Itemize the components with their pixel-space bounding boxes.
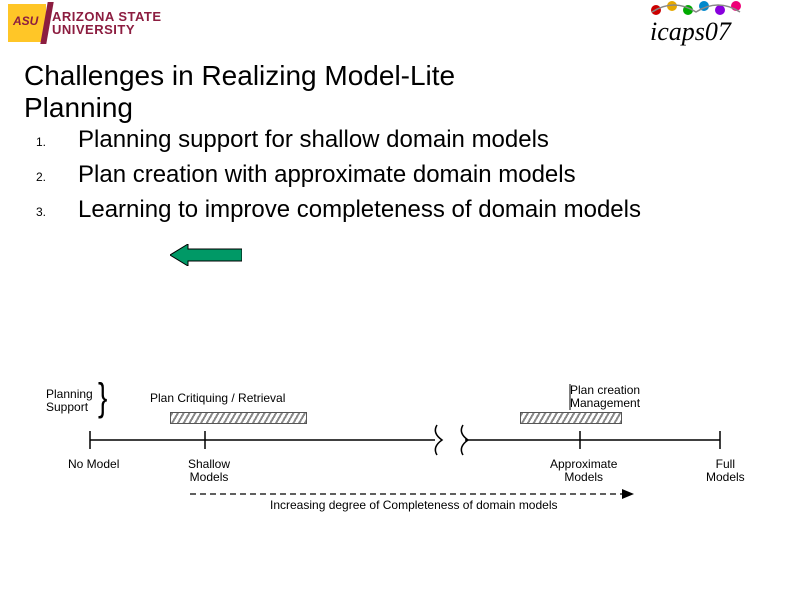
item-number: 1. [30,126,78,149]
icaps-logo: icaps07 [644,0,784,46]
list-item: 3. Learning to improve completeness of d… [30,196,770,225]
axis-break-icon [461,425,468,455]
item-number: 3. [30,196,78,219]
slide-title: Challenges in Realizing Model-Lite Plann… [24,60,455,124]
axis-break-icon [435,425,442,455]
header: ARIZONA STATE UNIVERSITY icaps07 [0,0,794,50]
asu-mark-icon [8,4,46,42]
list-item: 1. Planning support for shallow domain m… [30,126,770,155]
dashed-arrow-head-icon [622,489,634,499]
model-label-no-model: No Model [68,458,119,471]
spectrum-diagram: } Planning Support Plan Critiquing / Ret… [40,370,740,530]
brace-icon: } [98,376,107,421]
item-text: Planning support for shallow domain mode… [78,126,770,155]
model-label-shallow: Shallow Models [188,458,230,484]
upper-label-plan-creation: Plan creation Management [570,384,640,410]
upper-label-critiquing: Plan Critiquing / Retrieval [150,392,285,405]
hatch-region [170,412,307,424]
icaps-text: icaps07 [650,17,732,46]
list-item: 2. Plan creation with approximate domain… [30,161,770,190]
asu-line2: UNIVERSITY [52,23,162,36]
upper-label-planning-support: Planning Support [46,388,93,414]
hatch-region [520,412,622,424]
highlight-arrow-icon [170,244,242,266]
diagram-caption: Increasing degree of Completeness of dom… [270,498,558,512]
asu-logo: ARIZONA STATE UNIVERSITY [8,4,162,42]
item-text: Plan creation with approximate domain mo… [78,161,770,190]
title-line1: Challenges in Realizing Model-Lite [24,60,455,92]
item-text: Learning to improve completeness of doma… [78,196,770,225]
model-label-full: Full Models [706,458,745,484]
title-line2: Planning [24,92,455,124]
list-area: 1. Planning support for shallow domain m… [30,126,770,230]
model-label-approximate: Approximate Models [550,458,617,484]
item-number: 2. [30,161,78,184]
asu-text: ARIZONA STATE UNIVERSITY [52,10,162,36]
